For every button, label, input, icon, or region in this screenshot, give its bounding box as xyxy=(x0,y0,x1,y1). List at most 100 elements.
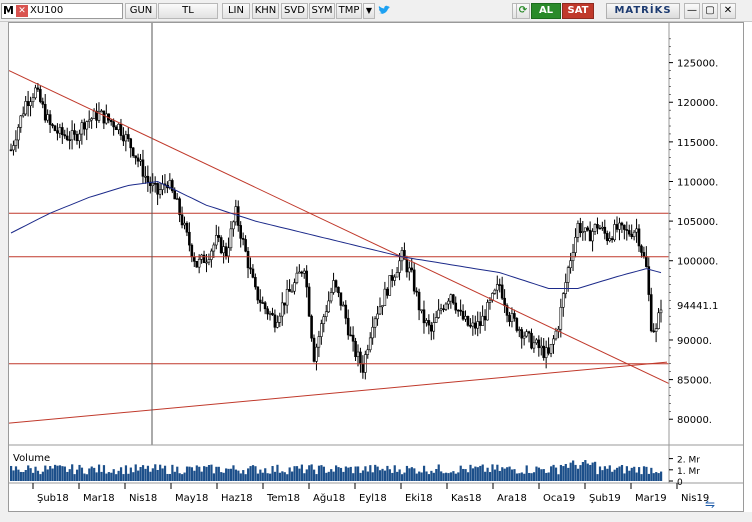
candle-body xyxy=(227,247,230,257)
candle-body xyxy=(588,229,592,242)
candle-body xyxy=(451,294,455,304)
volume-bar xyxy=(151,468,154,481)
candle-body xyxy=(258,299,262,303)
candle-body xyxy=(207,259,211,263)
volume-bar xyxy=(586,463,589,481)
twitter-bird-icon[interactable] xyxy=(377,3,391,19)
volume-bar xyxy=(474,466,477,481)
candle-body xyxy=(456,309,460,312)
volume-bar xyxy=(598,466,602,481)
volume-bar xyxy=(359,472,362,481)
volume-bar xyxy=(173,471,176,481)
volume-bar xyxy=(232,465,235,481)
price-chart[interactable]: 125000. 120000. 115000. 110000. 105000. 10000… xyxy=(8,23,743,511)
volume-bar xyxy=(403,472,406,481)
sym-button[interactable]: SYM xyxy=(309,3,335,19)
close-icon[interactable]: ✕ xyxy=(720,3,736,19)
sync-icon[interactable]: ⇋ xyxy=(704,497,716,511)
candle-body xyxy=(559,306,563,330)
matriks-logo: MATRİKS xyxy=(606,3,680,19)
currency-button[interactable]: TL xyxy=(158,3,218,19)
volume-bar xyxy=(366,471,369,481)
candle-body xyxy=(290,290,294,293)
price-tick-label: 105000. xyxy=(677,217,718,228)
volume-bar xyxy=(525,465,528,481)
candle-body xyxy=(620,222,624,226)
volume-bar xyxy=(408,468,411,481)
volume-bar xyxy=(628,470,631,481)
candle-body xyxy=(146,175,150,183)
candle-body xyxy=(471,322,475,327)
time-tick-label: Ağu18 xyxy=(313,492,345,504)
volume-bar xyxy=(660,471,663,481)
candle-body xyxy=(48,114,52,125)
candle-body xyxy=(283,302,286,306)
volume-bar xyxy=(137,470,140,481)
buy-button[interactable]: AL xyxy=(531,3,561,19)
candle-body xyxy=(442,308,445,311)
volume-bar xyxy=(405,465,409,481)
candle-body xyxy=(415,290,418,293)
candle-body xyxy=(505,305,509,316)
volume-bar xyxy=(127,473,130,481)
volume-bar xyxy=(325,472,328,481)
volume-bar xyxy=(396,471,399,481)
candle-body xyxy=(317,336,321,348)
candle-body xyxy=(368,337,372,351)
volume-bar xyxy=(388,469,391,481)
volume-bar xyxy=(501,467,504,481)
volume-bar xyxy=(449,472,453,481)
candle-body xyxy=(310,315,313,339)
svd-button[interactable]: SVD xyxy=(281,3,308,19)
volume-bar xyxy=(364,466,367,481)
volume-bar xyxy=(447,473,450,481)
sell-button[interactable]: SAT xyxy=(562,3,594,19)
minimize-icon[interactable]: — xyxy=(684,3,700,19)
candle-body xyxy=(126,134,130,140)
candle-body xyxy=(454,302,458,311)
price-tick-label: 125000. xyxy=(677,59,718,70)
volume-bar xyxy=(254,466,257,481)
candle-body xyxy=(652,330,655,333)
period-button[interactable]: GUN xyxy=(125,3,157,19)
candle-body xyxy=(530,332,533,349)
chevron-down-icon[interactable]: ▼ xyxy=(363,3,375,19)
candle-body xyxy=(386,288,389,296)
restore-icon[interactable]: ▢ xyxy=(702,3,718,19)
close-symbol-icon[interactable]: ✕ xyxy=(16,5,28,17)
candle-body xyxy=(134,155,137,159)
time-tick-label: Eyl18 xyxy=(359,493,387,504)
volume-bar xyxy=(589,464,592,481)
candle-body xyxy=(87,119,91,122)
volume-bar xyxy=(498,470,501,481)
candle-body xyxy=(632,231,636,238)
volume-bar xyxy=(349,466,352,481)
linear-scale-button[interactable]: LIN xyxy=(222,3,250,19)
price-axis: 125000. 120000. 115000. 110000. 105000. 10000… xyxy=(9,23,743,484)
volume-bar xyxy=(166,473,169,481)
volume-bar xyxy=(569,462,572,481)
refresh-icon[interactable]: ⟳ xyxy=(516,3,530,19)
volume-bar xyxy=(655,472,658,481)
candle-body xyxy=(549,343,553,354)
candle-body xyxy=(9,149,13,152)
candle-body xyxy=(263,302,267,310)
volume-bar xyxy=(193,470,196,481)
volume-bar xyxy=(259,469,262,481)
khn-button[interactable]: KHN xyxy=(252,3,279,19)
volume-bar xyxy=(53,464,57,481)
tmp-button[interactable]: TMP xyxy=(336,3,362,19)
volume-bar xyxy=(144,468,147,481)
symbol-text[interactable]: XU100 xyxy=(30,5,64,16)
volume-bar xyxy=(73,474,76,481)
candle-body xyxy=(56,130,59,134)
candle-body xyxy=(58,127,62,134)
volume-bar xyxy=(195,465,198,481)
candle-body xyxy=(657,312,660,329)
candle-body xyxy=(503,297,506,306)
candle-body xyxy=(131,147,135,157)
volume-bar xyxy=(371,472,374,481)
symbol-box[interactable]: M ✕ XU100 xyxy=(1,3,123,19)
candle-body xyxy=(34,87,37,99)
volume-bar xyxy=(17,469,20,481)
